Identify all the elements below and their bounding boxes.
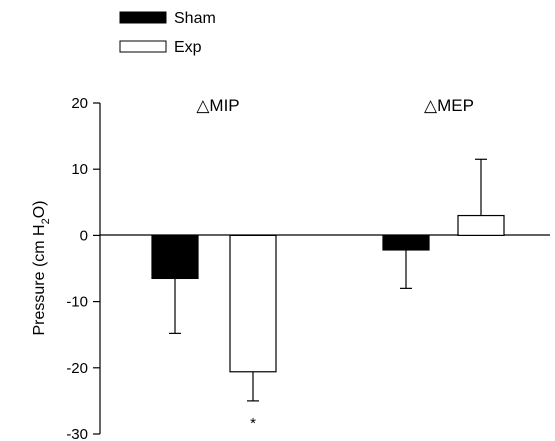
y-tick-label: -10	[66, 294, 88, 311]
y-tick-label: 20	[71, 95, 88, 112]
legend: Sham Exp	[119, 10, 216, 56]
group-label-mip: △MIP	[196, 96, 239, 115]
bars	[151, 214, 505, 373]
bar-sham-0	[151, 234, 199, 280]
y-axis-ticks: -30 -20 -10 0 10 20	[66, 95, 100, 441]
y-tick-label: -20	[66, 360, 88, 377]
bar-exp-1	[457, 214, 505, 236]
bar-exp-0	[229, 234, 277, 373]
error-bars	[169, 158, 487, 402]
y-tick-label: 0	[80, 227, 88, 244]
annotations: *	[250, 415, 256, 432]
bar-sham-1	[382, 234, 430, 251]
legend-label-exp: Exp	[174, 39, 202, 56]
legend-swatch-exp	[119, 40, 167, 53]
y-tick-label: 10	[71, 161, 88, 178]
y-axis-label: Pressure (cm H2O)	[31, 200, 52, 335]
y-tick-label: -30	[66, 426, 88, 441]
legend-label-sham: Sham	[174, 10, 216, 27]
group-label-mep: △MEP	[424, 96, 474, 115]
legend-swatch-sham	[119, 11, 167, 24]
significance-marker: *	[250, 415, 256, 432]
